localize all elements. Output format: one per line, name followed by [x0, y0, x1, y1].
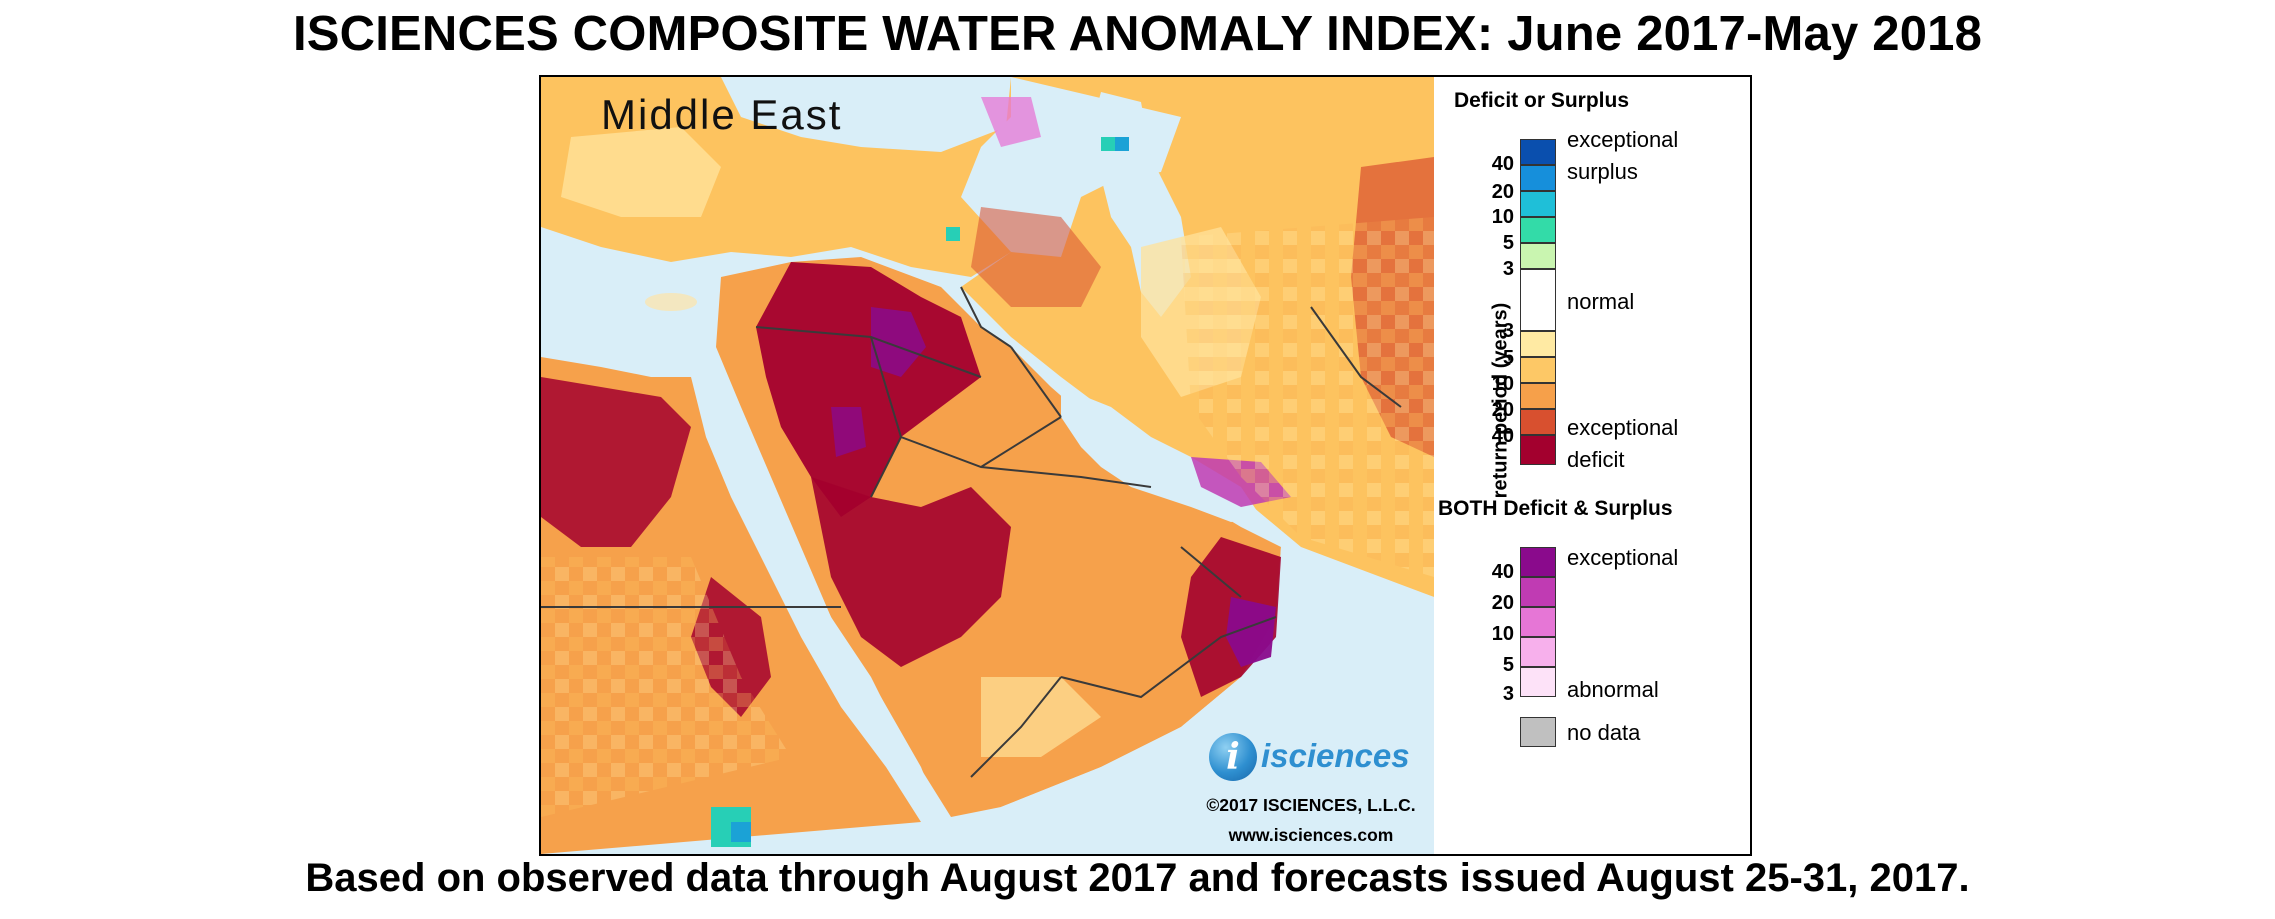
- swatch-both-20: [1520, 607, 1556, 637]
- tick-surplus-20: 20: [1491, 181, 1514, 203]
- label-both-abnormal: abnormal: [1567, 677, 1659, 702]
- tick-both-40: 40: [1491, 561, 1514, 583]
- tick-both-10: 10: [1491, 623, 1514, 645]
- both-iraq: [871, 307, 926, 377]
- label-exceptional-deficit-2: deficit: [1567, 447, 1625, 472]
- info-icon: i: [1209, 733, 1257, 781]
- label-normal: normal: [1567, 289, 1635, 314]
- swatch-deficit-exceptional: [1520, 435, 1556, 465]
- tick-surplus-5: 5: [1502, 232, 1514, 254]
- swatch-both-10: [1520, 637, 1556, 667]
- country-borders: [541, 286, 1402, 778]
- abnormal-turkey-west: [561, 127, 721, 217]
- arabian-sea: [961, 547, 1434, 854]
- swatch-normal: [1520, 269, 1556, 331]
- swatch-no-data: [1520, 717, 1556, 747]
- brand-name: isciences: [1261, 737, 1410, 774]
- legend-panel: Deficit or Surplus return period (years)…: [1434, 77, 1750, 854]
- tick-surplus-40: 40: [1491, 153, 1514, 175]
- tick-deficit-10: 10: [1491, 373, 1514, 395]
- swatch-surplus-exceptional: [1520, 139, 1556, 165]
- tick-surplus-3: 3: [1502, 258, 1514, 280]
- red-sea: [701, 377, 941, 822]
- swatch-deficit-10: [1520, 383, 1556, 409]
- both-saudi: [831, 407, 866, 457]
- deficit-egypt: [541, 377, 691, 547]
- legend-heading-deficit-surplus: Deficit or Surplus: [1454, 89, 1630, 112]
- swatch-deficit-5: [1520, 357, 1556, 383]
- tick-deficit-40: 40: [1491, 425, 1514, 447]
- swatch-surplus-5: [1520, 243, 1556, 269]
- both-oman: [1226, 597, 1276, 667]
- copyright-text: ©2017 ISCIENCES, L.L.C.: [1206, 795, 1416, 815]
- tick-deficit-5: 5: [1502, 347, 1514, 369]
- both-caucasus: [981, 97, 1041, 147]
- tick-deficit-3: 3: [1502, 320, 1514, 342]
- label-exceptional-surplus-1: exceptional: [1567, 127, 1679, 152]
- label-no-data: no data: [1567, 720, 1641, 745]
- swatch-both-5: [1520, 667, 1556, 697]
- swatch-deficit-20: [1520, 409, 1556, 435]
- label-both-exceptional: exceptional: [1567, 545, 1679, 570]
- surplus-caspian-coast-2: [1115, 137, 1129, 151]
- swatch-both-40: [1520, 577, 1556, 607]
- page-footer: Based on observed data through August 20…: [305, 856, 1970, 900]
- cyprus: [645, 293, 697, 311]
- texture-africa: [541, 557, 791, 817]
- map-canvas: [541, 77, 1434, 854]
- deficit-saudi-core: [811, 477, 1011, 667]
- swatch-surplus-10: [1520, 217, 1556, 243]
- surplus-turkey-north: [946, 227, 960, 241]
- tick-both-20: 20: [1491, 592, 1514, 614]
- tick-both-3: 3: [1502, 683, 1514, 705]
- deficit-iraq-syria: [756, 262, 981, 517]
- page-title: ISCIENCES COMPOSITE WATER ANOMALY INDEX:…: [292, 7, 1983, 61]
- surplus-caspian-coast: [1101, 137, 1115, 151]
- mediterranean-sea: [541, 237, 716, 377]
- deficit-turkey-east: [971, 207, 1101, 307]
- surplus-ethiopia-2: [731, 822, 751, 842]
- swatch-deficit-3: [1520, 331, 1556, 357]
- figure-frame: Middle East i isciences ©2017 ISCIENCES,…: [539, 75, 1752, 856]
- tick-both-5: 5: [1502, 654, 1514, 676]
- texture-iran: [1181, 217, 1434, 577]
- swatch-both-exceptional: [1520, 547, 1556, 577]
- swatch-surplus-20: [1520, 191, 1556, 217]
- tick-deficit-20: 20: [1491, 399, 1514, 421]
- isciences-logo: i isciences: [1209, 733, 1429, 783]
- website-link[interactable]: www.isciences.com: [1228, 825, 1394, 845]
- label-exceptional-deficit-1: exceptional: [1567, 415, 1679, 440]
- legend-heading-both: BOTH Deficit & Surplus: [1438, 497, 1673, 520]
- black-sea: [721, 77, 1011, 152]
- region-label: Middle East: [601, 91, 843, 138]
- anomaly-map[interactable]: Middle East i isciences ©2017 ISCIENCES,…: [541, 77, 1434, 854]
- label-exceptional-surplus-2: surplus: [1567, 159, 1638, 184]
- swatch-surplus-40: [1520, 165, 1556, 191]
- tick-surplus-10: 10: [1491, 206, 1514, 228]
